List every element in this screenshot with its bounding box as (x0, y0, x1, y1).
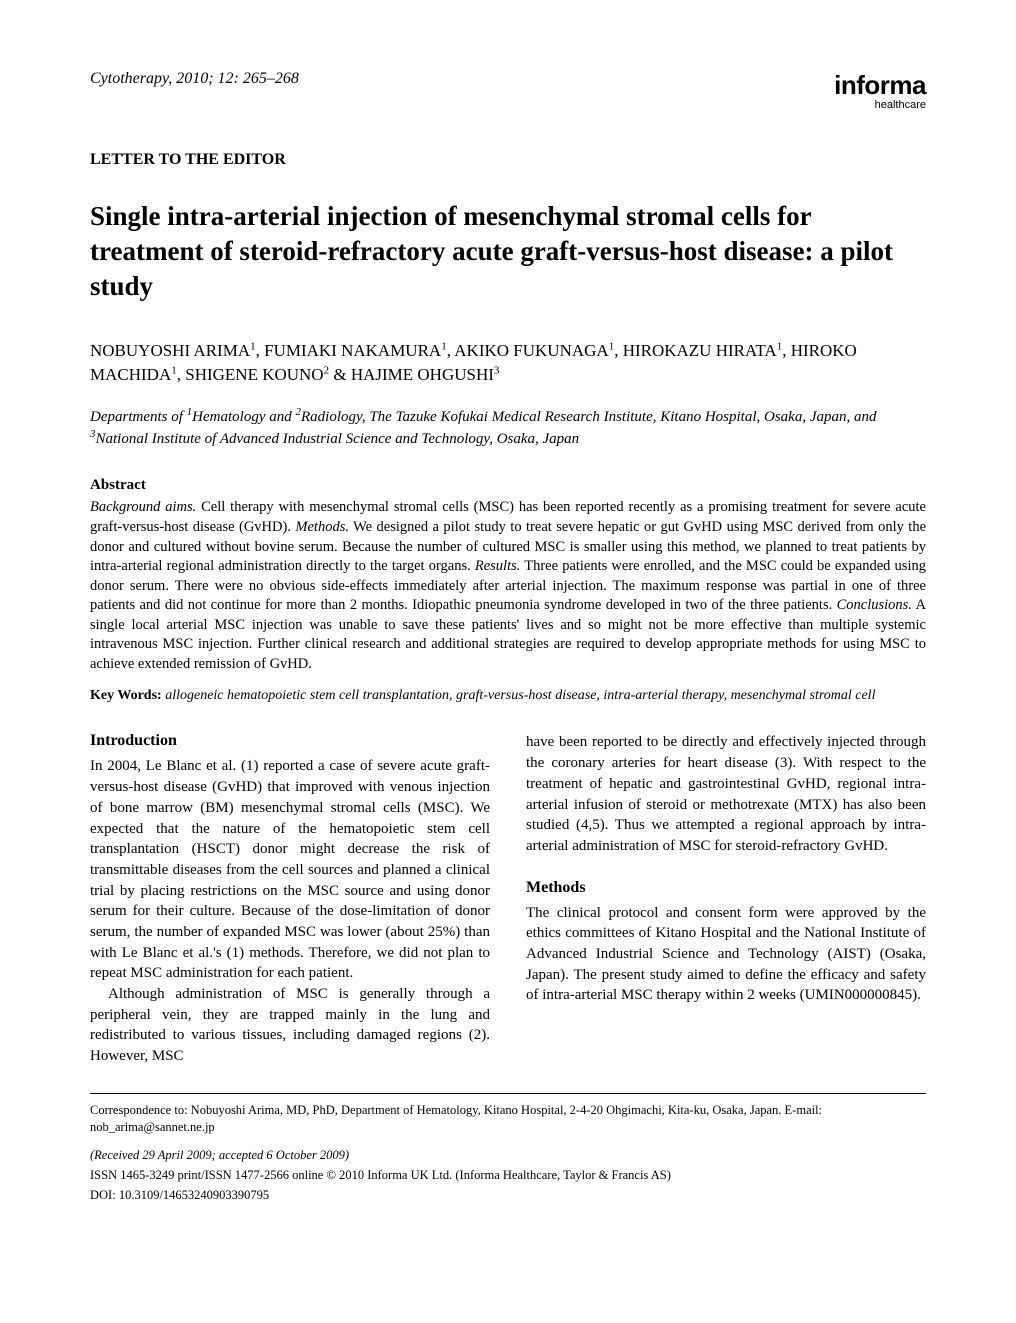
footer-separator (90, 1093, 926, 1094)
issn-line-2: DOI: 10.3109/14653240903390795 (90, 1187, 926, 1204)
issn-line-1: ISSN 1465-3249 print/ISSN 1477-2566 onli… (90, 1167, 926, 1184)
introduction-heading: Introduction (90, 732, 490, 750)
methods-heading: Methods (526, 879, 926, 897)
abstract-body: Background aims. Cell therapy with mesen… (90, 498, 926, 674)
page-header: Cytotherapy, 2010; 12: 265–268 informa h… (90, 70, 926, 111)
section-label: LETTER TO THE EDITOR (90, 151, 926, 169)
methods-paragraph: The clinical protocol and consent form w… (526, 903, 926, 1006)
journal-citation: Cytotherapy, 2010; 12: 265–268 (90, 70, 299, 88)
keywords-list: allogeneic hematopoietic stem cell trans… (165, 688, 875, 703)
correspondence: Correspondence to: Nobuyoshi Arima, MD, … (90, 1102, 926, 1136)
received-dates: (Received 29 April 2009; accepted 6 Octo… (90, 1148, 926, 1163)
publisher-block: informa healthcare (834, 70, 926, 111)
affiliations: Departments of 1Hematology and 2Radiolog… (90, 405, 926, 450)
intro-continuation: have been reported to be directly and ef… (526, 732, 926, 856)
intro-paragraph-1: In 2004, Le Blanc et al. (1) reported a … (90, 756, 490, 984)
abstract-heading: Abstract (90, 477, 926, 494)
author-list: NOBUYOSHI ARIMA1, FUMIAKI NAKAMURA1, AKI… (90, 339, 926, 387)
keywords: Key Words: allogeneic hematopoietic stem… (90, 688, 926, 704)
article-title: Single intra-arterial injection of mesen… (90, 199, 926, 304)
keywords-label: Key Words: (90, 688, 162, 703)
right-column: have been reported to be directly and ef… (526, 732, 926, 1066)
left-column: Introduction In 2004, Le Blanc et al. (1… (90, 732, 490, 1066)
body-columns: Introduction In 2004, Le Blanc et al. (1… (90, 732, 926, 1066)
publisher-name: informa (834, 70, 926, 101)
intro-paragraph-2: Although administration of MSC is genera… (90, 984, 490, 1067)
